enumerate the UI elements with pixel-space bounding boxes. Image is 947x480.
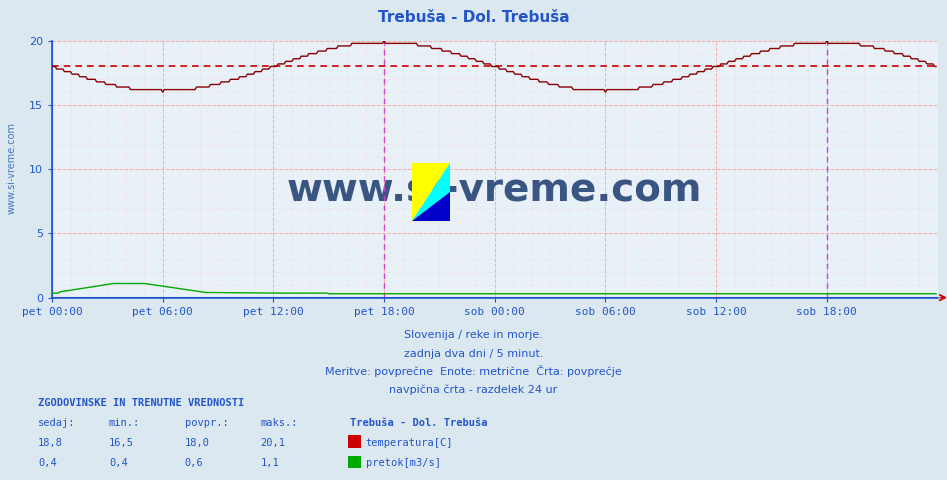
- Text: maks.:: maks.:: [260, 418, 298, 428]
- Text: 0,6: 0,6: [185, 458, 204, 468]
- Text: navpična črta - razdelek 24 ur: navpična črta - razdelek 24 ur: [389, 384, 558, 395]
- Text: 18,0: 18,0: [185, 438, 209, 448]
- Text: 20,1: 20,1: [260, 438, 285, 448]
- Text: www.si-vreme.com: www.si-vreme.com: [287, 171, 703, 209]
- Text: ZGODOVINSKE IN TRENUTNE VREDNOSTI: ZGODOVINSKE IN TRENUTNE VREDNOSTI: [38, 397, 244, 408]
- Polygon shape: [412, 163, 450, 221]
- Text: 18,8: 18,8: [38, 438, 63, 448]
- Text: min.:: min.:: [109, 418, 140, 428]
- Polygon shape: [412, 163, 450, 221]
- Text: 0,4: 0,4: [109, 458, 128, 468]
- Text: Trebuša - Dol. Trebuša: Trebuša - Dol. Trebuša: [378, 10, 569, 24]
- Text: 1,1: 1,1: [260, 458, 279, 468]
- Text: 0,4: 0,4: [38, 458, 57, 468]
- Text: pretok[m3/s]: pretok[m3/s]: [366, 458, 440, 468]
- Polygon shape: [412, 192, 450, 221]
- Text: www.si-vreme.com: www.si-vreme.com: [7, 122, 16, 214]
- Text: Trebuša - Dol. Trebuša: Trebuša - Dol. Trebuša: [350, 418, 488, 428]
- Text: temperatura[C]: temperatura[C]: [366, 438, 453, 448]
- Text: Meritve: povprečne  Enote: metrične  Črta: povprečje: Meritve: povprečne Enote: metrične Črta:…: [325, 365, 622, 377]
- Text: sedaj:: sedaj:: [38, 418, 76, 428]
- Text: zadnja dva dni / 5 minut.: zadnja dva dni / 5 minut.: [403, 348, 544, 359]
- Text: povpr.:: povpr.:: [185, 418, 228, 428]
- Text: 16,5: 16,5: [109, 438, 134, 448]
- Text: Slovenija / reke in morje.: Slovenija / reke in morje.: [404, 330, 543, 340]
